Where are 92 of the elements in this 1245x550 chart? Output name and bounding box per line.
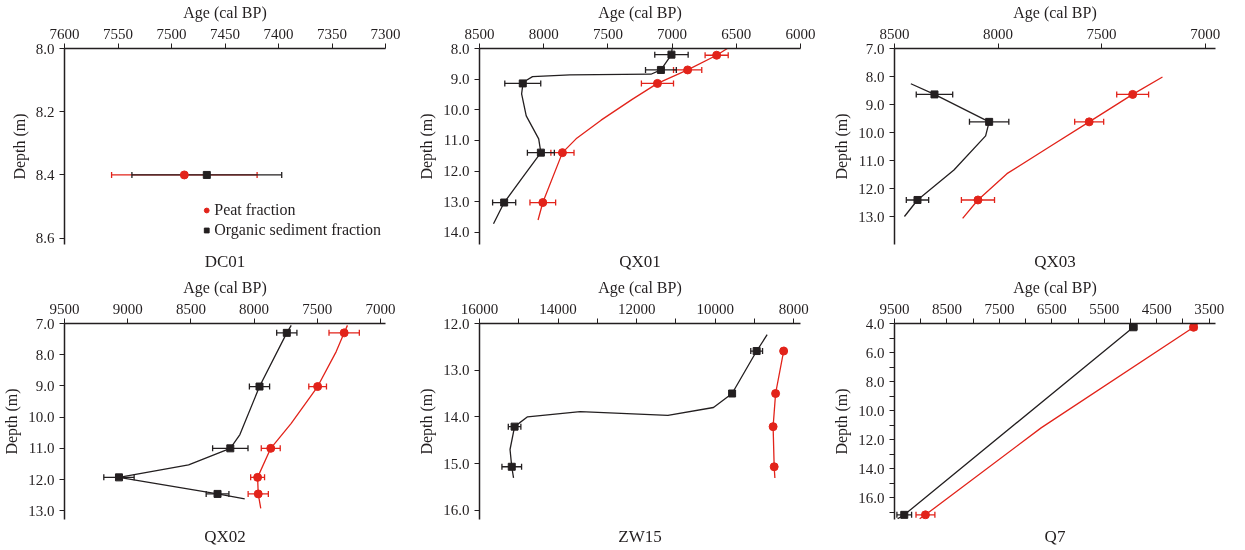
text: DC01 — [204, 251, 246, 271]
x-tick-label: 6500 — [721, 25, 752, 42]
x-axis-title: Age (cal BP) — [183, 3, 267, 22]
x-axis-title: Age (cal BP) — [1013, 3, 1097, 22]
x-tick-label: 7500 — [156, 25, 187, 42]
x-tick-label: 12000 — [617, 300, 656, 317]
y-tick-label: 4.0 — [865, 315, 885, 332]
text: ZW15 — [618, 526, 662, 546]
y-tick-label: 11.0 — [858, 152, 885, 169]
y-tick-label: 10.0 — [858, 124, 885, 141]
x-tick-label: 7450 — [210, 25, 240, 42]
y-axis-title: Depth (m) — [418, 113, 437, 180]
y-axis-title: Depth (m) — [833, 113, 852, 180]
legend-label: Organic sediment fraction — [214, 221, 381, 239]
y-tick-label: 8.0 — [865, 373, 885, 390]
x-tick-label: 8500 — [879, 25, 910, 42]
text: Q7 — [1044, 526, 1066, 546]
x-tick-label: 4500 — [1141, 300, 1172, 317]
x-tick-label: 8000 — [239, 300, 270, 317]
y-tick-label: 9.0 — [450, 71, 470, 88]
y-tick-label: 14.0 — [858, 460, 885, 477]
x-tick-label: 14000 — [539, 300, 577, 317]
y-tick-label: 13.0 — [443, 362, 470, 379]
y-tick-label: 12.0 — [443, 163, 470, 179]
x-tick-label: 7500 — [1086, 25, 1117, 42]
y-tick-label: 11.0 — [443, 132, 470, 149]
y-tick-label: 10.0 — [858, 402, 885, 419]
x-tick-label: 8000 — [528, 25, 559, 42]
x-axis-title: Age (cal BP) — [1013, 278, 1097, 297]
y-tick-label: 10.0 — [443, 101, 470, 118]
text: QX02 — [204, 526, 246, 546]
y-tick-label: 13.0 — [443, 193, 470, 210]
x-tick-label: 8500 — [464, 25, 495, 42]
text: QX03 — [1034, 251, 1076, 271]
x-tick-label: 6500 — [1036, 300, 1067, 317]
x-tick-label: 7500 — [302, 300, 333, 317]
y-tick-label: 9.0 — [865, 96, 885, 113]
x-tick-label: 7000 — [1190, 25, 1221, 42]
x-tick-label: 7000 — [365, 300, 396, 317]
x-tick-label: 8500 — [175, 300, 206, 317]
x-tick-label: 7550 — [103, 25, 133, 42]
y-tick-label: 14.0 — [443, 408, 470, 425]
y-tick-label: 16.0 — [443, 502, 470, 519]
x-axis-title: Age (cal BP) — [598, 3, 682, 22]
y-axis-title: Depth (m) — [833, 388, 852, 455]
text: QX01 — [619, 251, 661, 271]
y-tick-label: 8.0 — [35, 40, 55, 57]
y-tick-label: 14.0 — [443, 224, 470, 241]
x-tick-label: 9000 — [112, 300, 143, 317]
y-tick-label: 7.0 — [35, 315, 55, 332]
x-tick-label: 7400 — [263, 25, 294, 42]
y-tick-label: 12.0 — [443, 315, 470, 332]
y-tick-label: 8.2 — [35, 103, 55, 120]
x-tick-label: 5500 — [1089, 300, 1120, 317]
x-tick-label: 8500 — [931, 300, 962, 317]
y-tick-label: 12.0 — [858, 180, 885, 197]
x-tick-label: 6000 — [785, 25, 816, 42]
y-tick-label: 12.0 — [28, 471, 55, 488]
x-tick-label: 9500 — [49, 300, 80, 317]
legend-label: Peat fraction — [214, 201, 296, 219]
y-tick-label: 8.6 — [35, 230, 55, 247]
x-tick-label: 3500 — [1194, 300, 1225, 317]
y-tick-label: 8.0 — [865, 68, 885, 85]
y-tick-label: 11.0 — [28, 440, 55, 457]
y-tick-label: 6.0 — [865, 344, 885, 361]
y-tick-label: 8.0 — [450, 40, 470, 57]
y-tick-label: 16.0 — [858, 489, 885, 506]
y-tick-label: 12.0 — [858, 431, 885, 448]
x-tick-label: 7350 — [317, 25, 347, 42]
x-tick-label: 8000 — [983, 25, 1014, 42]
y-tick-label: 13.0 — [858, 208, 885, 225]
x-tick-label: 7300 — [370, 25, 401, 42]
y-tick-label: 13.0 — [28, 502, 55, 519]
y-tick-label: 9.0 — [35, 377, 55, 394]
y-axis-title: Depth (m) — [3, 388, 22, 455]
x-tick-label: 9500 — [879, 300, 910, 317]
y-axis-title: Depth (m) — [418, 388, 437, 455]
x-tick-label: 7500 — [592, 25, 623, 42]
x-tick-label: 16000 — [460, 300, 499, 317]
y-tick-label: 8.4 — [35, 166, 55, 183]
x-tick-label: 7000 — [657, 25, 688, 42]
y-tick-label: 10.0 — [28, 409, 55, 426]
x-tick-label: 10000 — [696, 300, 734, 317]
x-tick-label: 7600 — [49, 25, 80, 42]
y-axis-title: Depth (m) — [10, 113, 29, 180]
y-tick-label: 8.0 — [35, 346, 55, 363]
x-tick-label: 8000 — [778, 300, 809, 317]
x-tick-label: 7500 — [984, 300, 1015, 317]
y-tick-label: 15.0 — [443, 455, 470, 472]
x-axis-title: Age (cal BP) — [183, 278, 267, 297]
x-axis-title: Age (cal BP) — [598, 278, 682, 297]
y-tick-label: 7.0 — [865, 40, 885, 57]
